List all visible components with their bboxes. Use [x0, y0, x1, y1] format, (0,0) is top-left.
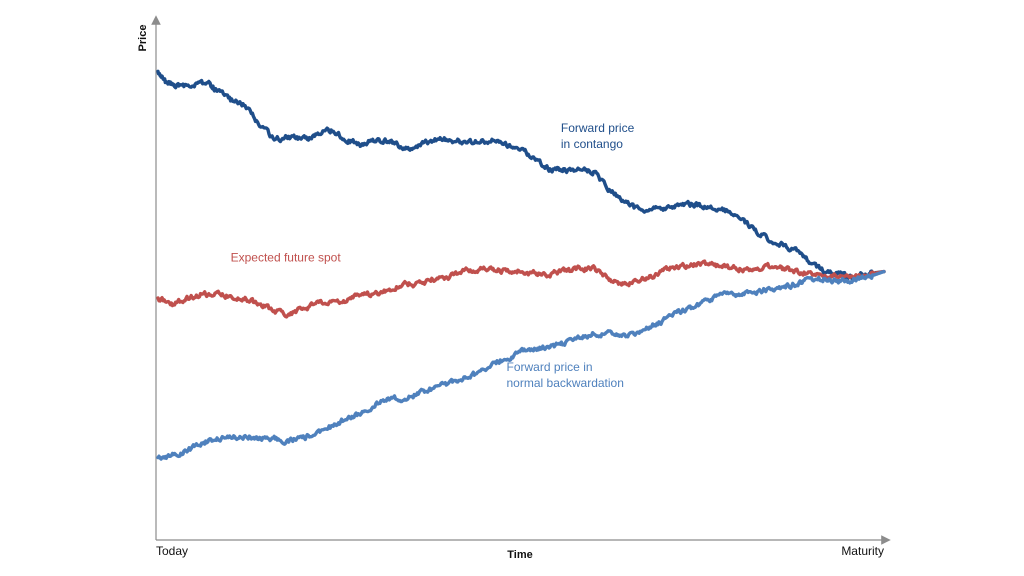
x-axis-title: Time [507, 549, 532, 561]
annotation-line: Expected future spot [231, 251, 342, 265]
series-group [156, 69, 886, 461]
x-tick-label-maturity: Maturity [841, 544, 884, 558]
annotation-line: Forward price in [507, 360, 593, 374]
y-axis-title: Price [137, 25, 149, 52]
annotation-line: normal backwardation [507, 376, 624, 390]
annotation-group: Forward price in contango Expected future … [231, 121, 635, 390]
annotation-contango: Forward price in contango [561, 121, 635, 151]
annotation-expected-spot: Expected future spot [231, 251, 342, 265]
annotation-line: in contango [561, 137, 623, 151]
annotation-line: Forward price [561, 121, 635, 135]
series-line-contango [156, 69, 886, 282]
series-line-expected-spot [156, 259, 886, 319]
x-tick-label-today: Today [156, 544, 188, 558]
series-line-backwardation [156, 269, 886, 461]
annotation-backwardation: Forward price in normal backwardation [507, 360, 624, 390]
